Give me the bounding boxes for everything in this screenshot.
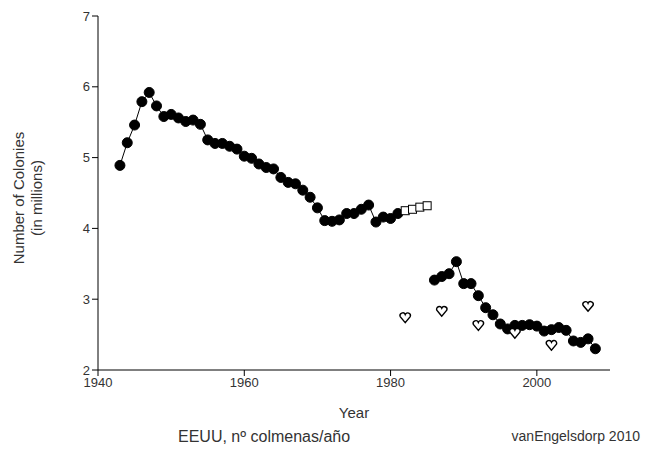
svg-text:2: 2	[83, 363, 90, 378]
svg-text:4: 4	[83, 221, 90, 236]
svg-text:1960: 1960	[230, 375, 259, 390]
html-text:EEUU, nº colmenas/año: EEUU, nº colmenas/año	[178, 428, 351, 445]
html-text:(in millions): (in millions)	[28, 160, 45, 236]
svg-text:1980: 1980	[376, 375, 405, 390]
svg-text:7: 7	[83, 9, 90, 24]
svg-text:2000: 2000	[522, 375, 551, 390]
svg-text:5: 5	[83, 150, 90, 165]
html-text:vanEngelsdorp 2010: vanEngelsdorp 2010	[511, 428, 640, 444]
svg-text:1940: 1940	[83, 375, 113, 391]
svg-text:3: 3	[83, 292, 90, 307]
svg-text:Year: Year	[339, 404, 369, 421]
svg-text:6: 6	[83, 79, 90, 94]
html-text:Number of Colonies: Number of Colonies	[10, 131, 27, 265]
